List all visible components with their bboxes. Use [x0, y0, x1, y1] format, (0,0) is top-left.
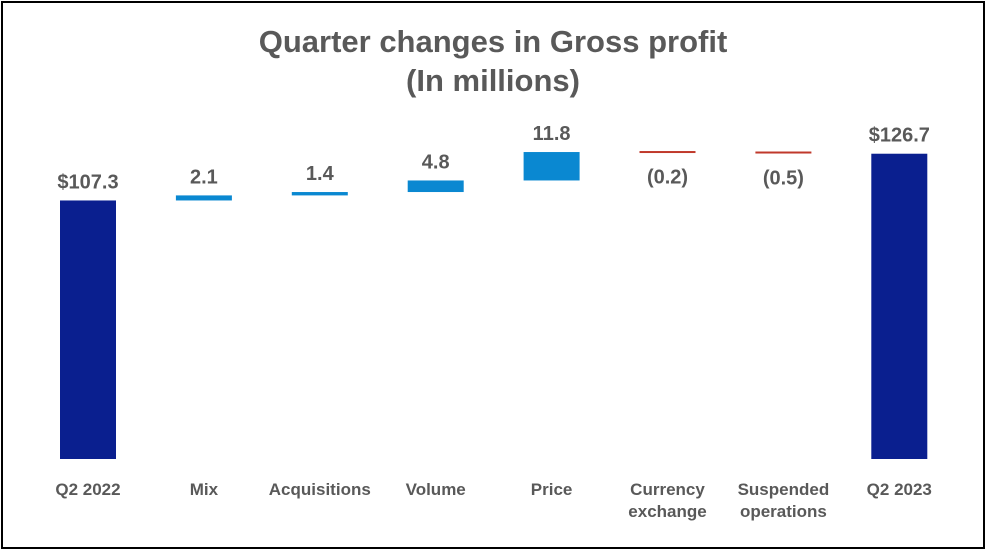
- data-label-1: 2.1: [190, 166, 218, 188]
- category-label-7: Q2 2023: [867, 480, 932, 499]
- data-label-6: (0.5): [763, 168, 804, 190]
- chart-subtitle: (In millions): [406, 63, 580, 98]
- bar-5: [639, 151, 696, 154]
- bar-6: [755, 151, 812, 154]
- category-label-3: Volume: [406, 480, 466, 499]
- chart-title: Quarter changes in Gross profit: [258, 24, 728, 59]
- bar-7: [871, 153, 928, 459]
- data-label-3: 4.8: [422, 151, 450, 173]
- bar-4: [523, 152, 580, 181]
- category-label-4: Price: [531, 480, 573, 499]
- bar-0: [60, 200, 116, 460]
- data-label-2: 1.4: [306, 163, 335, 185]
- category-label-2: Acquisitions: [269, 480, 371, 499]
- bar-3: [407, 180, 464, 193]
- data-label-5: (0.2): [647, 167, 688, 189]
- bar-2: [291, 192, 348, 196]
- data-label-0: $107.3: [57, 171, 118, 193]
- category-label-6-line-1: operations: [740, 502, 827, 521]
- category-label-1: Mix: [190, 480, 219, 499]
- category-label-5-line-1: exchange: [628, 502, 706, 521]
- bar-1: [175, 195, 232, 201]
- category-label-5-line-0: Currency: [630, 480, 705, 499]
- data-label-7: $126.7: [869, 125, 930, 147]
- category-label-6-line-0: Suspended: [738, 480, 830, 499]
- data-label-4: 11.8: [533, 123, 571, 145]
- category-label-0: Q2 2022: [55, 480, 120, 499]
